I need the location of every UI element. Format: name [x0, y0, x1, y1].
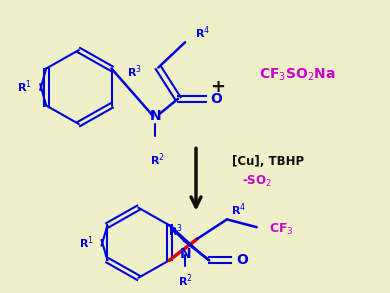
Text: R$^1$: R$^1$ — [79, 234, 94, 251]
Text: R$^1$: R$^1$ — [17, 79, 32, 95]
Text: N: N — [179, 247, 191, 261]
Text: R$^4$: R$^4$ — [231, 201, 246, 218]
Text: +: + — [210, 78, 225, 96]
Text: N: N — [149, 109, 161, 123]
Text: [Cu], TBHP: [Cu], TBHP — [232, 156, 304, 168]
Text: R$^2$: R$^2$ — [150, 151, 165, 168]
Text: O: O — [210, 92, 222, 106]
Text: -SO$_2$: -SO$_2$ — [242, 174, 271, 189]
Text: R$^3$: R$^3$ — [168, 223, 183, 239]
Text: R$^3$: R$^3$ — [128, 63, 142, 80]
Text: R$^2$: R$^2$ — [178, 272, 193, 289]
Text: CF$_3$: CF$_3$ — [269, 222, 293, 237]
Text: O: O — [236, 253, 248, 267]
Text: CF$_3$SO$_2$Na: CF$_3$SO$_2$Na — [259, 66, 336, 83]
Text: R$^4$: R$^4$ — [195, 24, 210, 41]
